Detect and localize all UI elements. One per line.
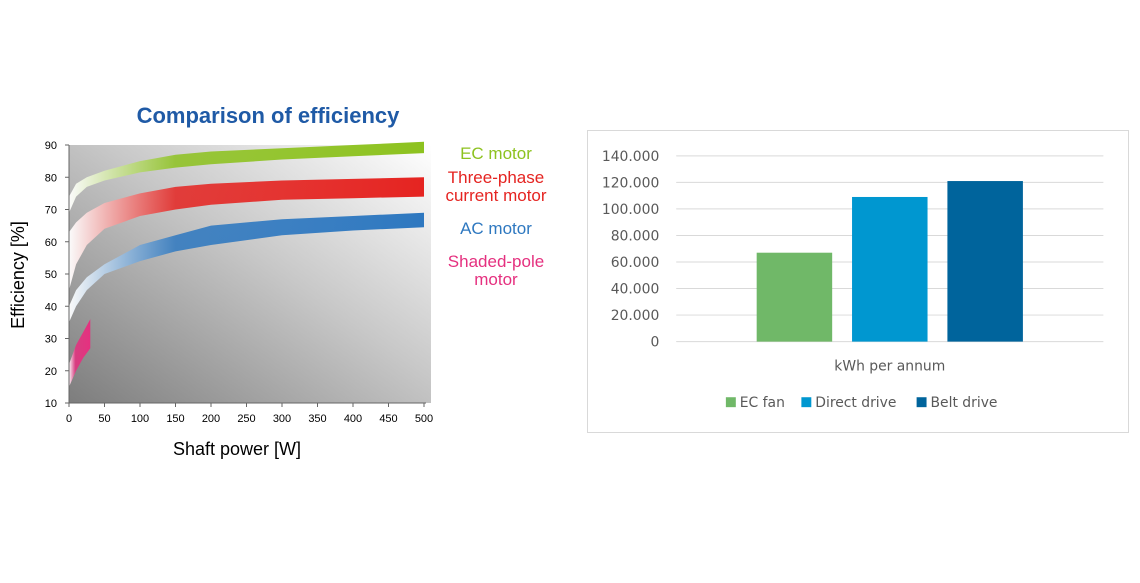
x-tick-label: 150 [166,413,184,425]
x-tick-label: 350 [308,413,326,425]
y-tick-label: 40.000 [611,281,660,297]
chart-title: Comparison of efficiency [137,103,401,128]
x-tick-label: 500 [415,413,433,425]
legend-ec-motor: EC motor [460,144,532,163]
legend-three-phase-current-motor: Three-phase current motor [445,168,546,205]
y-tick-label: 30 [45,334,57,346]
band-ac-motor [69,212,424,323]
legend-swatch-direct-drive [801,397,812,408]
y-tick-label: 20.000 [611,308,660,324]
legend-label-ec-fan: EC fan [740,395,785,411]
category-label: kWh per annum [834,358,945,374]
x-tick-label: 200 [202,413,220,425]
y-tick-label: 50 [45,269,57,281]
bar-direct-drive [852,196,928,342]
y-tick-label: 0 [650,335,659,351]
x-tick-label: 300 [273,413,291,425]
y-axis-label: Efficiency [%] [8,221,28,329]
y-tick-label: 80 [45,172,57,184]
legend-ac-motor: AC motor [460,219,532,238]
legend-shaded-pole-motor: Shaded-pole motor [448,252,544,289]
y-tick-label: 60 [45,237,57,249]
legend-label-direct-drive: Direct drive [815,395,896,411]
legend-swatch-ec-fan [725,397,736,408]
legend-swatch-belt-drive [916,397,927,408]
x-tick-label: 250 [237,413,255,425]
legend-label-belt-drive: Belt drive [931,395,998,411]
y-tick-label: 60.000 [611,255,660,271]
y-tick-label: 120.000 [602,175,659,191]
y-tick-label: 80.000 [611,228,660,244]
band-three-phase-current-motor [69,177,424,291]
x-tick-label: 450 [379,413,397,425]
y-tick-label: 90 [45,140,57,152]
y-tick-label: 20 [45,366,57,378]
bar-belt-drive [947,181,1023,342]
energy-consumption-chart: 0 20.000 40.000 60.000 80.000 100.000 120.000 1… [587,130,1129,433]
x-tick-label: 50 [98,413,110,425]
x-axis-label: Shaft power [W] [173,439,301,459]
y-tick-label: 70 [45,205,57,217]
x-tick-label: 0 [66,413,72,425]
bar-ec-fan [756,252,833,342]
x-tick-label: 100 [131,413,149,425]
y-tick-label: 140.000 [602,149,659,165]
efficiency-comparison-chart: Comparison of efficiency 0 50 100 150 200 250… [8,103,547,459]
y-tick-label: 40 [45,301,57,313]
y-tick-label: 10 [45,398,57,410]
band-ec-motor [69,141,424,213]
y-tick-label: 100.000 [602,202,659,218]
x-tick-label: 400 [344,413,362,425]
band-shaded-pole-motor [69,319,91,387]
